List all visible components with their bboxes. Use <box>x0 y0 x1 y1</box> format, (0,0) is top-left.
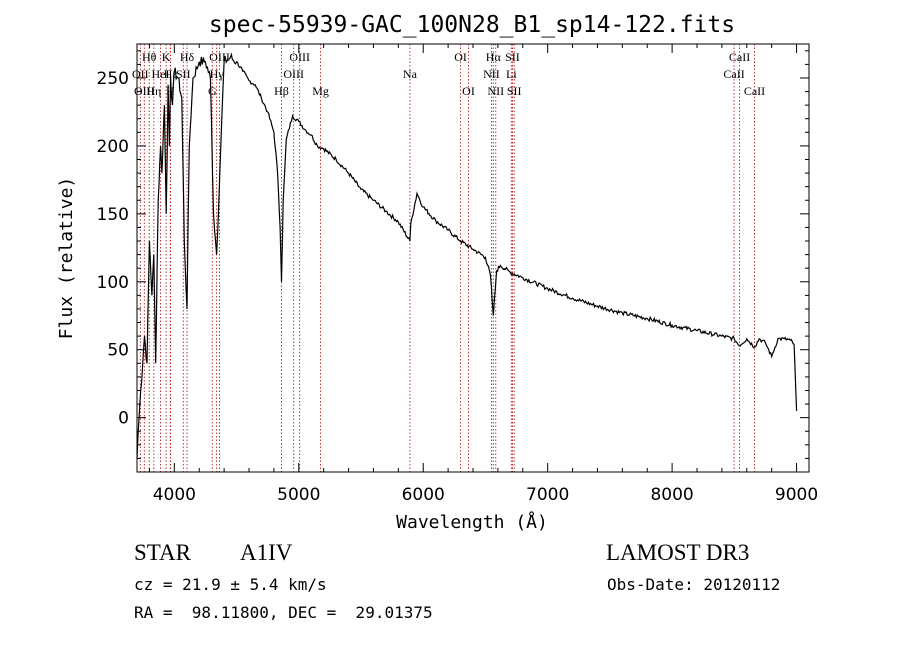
marker-label: CaII <box>723 67 744 81</box>
marker-label: SII <box>507 84 522 98</box>
marker-label: NII <box>487 84 504 98</box>
y-tick-label: 50 <box>107 341 129 361</box>
marker-label: Hα <box>486 50 502 64</box>
marker-label: OIII <box>134 84 155 98</box>
marker-label: K <box>162 50 171 64</box>
marker-label: Na <box>403 67 418 81</box>
line-marker-labels: HθOIIOIIIHηHeIKHHεHδSIIOIIIHγGOIIIOIIIHβ… <box>132 50 765 98</box>
x-tick-label: 9000 <box>775 485 818 505</box>
marker-label: SII <box>505 50 520 64</box>
spectrum-line <box>136 52 798 459</box>
object-subclass: A1IV <box>240 540 293 565</box>
marker-label: Hγ <box>210 67 225 81</box>
chart-title: spec-55939-GAC_100N28_B1_sp14-122.fits <box>209 12 735 38</box>
y-axis-label: Flux (relative) <box>56 177 77 340</box>
x-axis-label: Wavelength (Å) <box>396 511 548 533</box>
marker-label: CaII <box>729 50 750 64</box>
y-tick-label: 100 <box>97 273 129 293</box>
marker-label: SII <box>176 67 191 81</box>
y-axis: 0 50 100 150 200 250 <box>97 50 809 473</box>
plot-frame <box>136 43 810 473</box>
redshift-cz: cz = 21.9 ± 5.4 km/s <box>134 575 327 594</box>
marker-label: G <box>208 84 217 98</box>
marker-label: HeI <box>152 67 170 81</box>
y-tick-label: 200 <box>97 137 129 157</box>
marker-label: OIII <box>289 50 310 64</box>
marker-label: OIII <box>283 67 304 81</box>
x-tick-label: 5000 <box>277 485 320 505</box>
x-tick-label: 6000 <box>402 485 445 505</box>
marker-label: Hη <box>146 84 161 98</box>
x-tick-label: 4000 <box>153 485 196 505</box>
x-tick-label: 8000 <box>650 485 693 505</box>
line-markers <box>139 44 755 472</box>
x-axis: 4000 5000 6000 7000 8000 9000 <box>148 44 818 505</box>
marker-label: Hθ <box>142 50 157 64</box>
marker-label: OI <box>462 84 475 98</box>
marker-label: OI <box>454 50 467 64</box>
y-tick-label: 250 <box>97 69 129 89</box>
marker-label: Hδ <box>180 50 195 64</box>
coordinates: RA = 98.11800, DEC = 29.01375 <box>134 603 433 622</box>
y-tick-label: 0 <box>118 409 129 429</box>
marker-label: Hβ <box>274 84 289 98</box>
y-tick-label: 150 <box>97 205 129 225</box>
x-tick-label: 7000 <box>526 485 569 505</box>
marker-label: OII <box>132 67 149 81</box>
marker-label: Mg <box>312 84 329 98</box>
survey-name: LAMOST DR3 <box>606 540 750 565</box>
obs-date: Obs-Date: 20120112 <box>607 575 781 594</box>
marker-label: CaII <box>744 84 765 98</box>
marker-label: NII <box>483 67 500 81</box>
object-class: STAR <box>134 540 191 565</box>
marker-label: Li <box>506 67 517 81</box>
